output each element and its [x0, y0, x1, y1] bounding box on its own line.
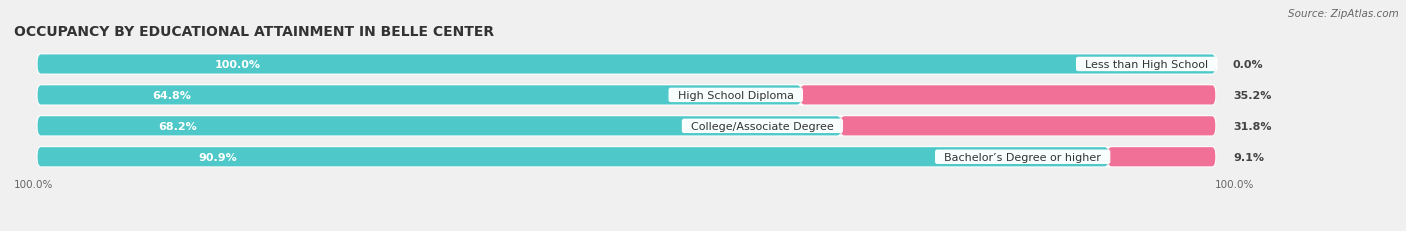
Text: 35.2%: 35.2% [1233, 91, 1271, 100]
Text: 0.0%: 0.0% [1233, 60, 1264, 70]
Text: 64.8%: 64.8% [152, 91, 191, 100]
Text: 100.0%: 100.0% [214, 60, 260, 70]
Text: 100.0%: 100.0% [1215, 179, 1254, 189]
Text: 90.9%: 90.9% [198, 152, 238, 162]
FancyBboxPatch shape [38, 55, 1215, 74]
FancyBboxPatch shape [801, 86, 1215, 105]
FancyBboxPatch shape [38, 55, 1215, 74]
Text: Source: ZipAtlas.com: Source: ZipAtlas.com [1288, 9, 1399, 19]
Text: High School Diploma: High School Diploma [671, 91, 801, 100]
Text: Less than High School: Less than High School [1078, 60, 1215, 70]
FancyBboxPatch shape [38, 117, 841, 136]
FancyBboxPatch shape [38, 86, 801, 105]
Text: 68.2%: 68.2% [157, 121, 197, 131]
FancyBboxPatch shape [38, 148, 1108, 167]
FancyBboxPatch shape [38, 148, 1215, 167]
Text: 9.1%: 9.1% [1233, 152, 1264, 162]
Text: OCCUPANCY BY EDUCATIONAL ATTAINMENT IN BELLE CENTER: OCCUPANCY BY EDUCATIONAL ATTAINMENT IN B… [14, 24, 494, 39]
Text: 100.0%: 100.0% [14, 179, 53, 189]
FancyBboxPatch shape [38, 117, 1215, 136]
Text: Bachelor’s Degree or higher: Bachelor’s Degree or higher [938, 152, 1108, 162]
FancyBboxPatch shape [841, 117, 1215, 136]
Text: 31.8%: 31.8% [1233, 121, 1271, 131]
Text: College/Associate Degree: College/Associate Degree [685, 121, 841, 131]
FancyBboxPatch shape [38, 86, 1215, 105]
FancyBboxPatch shape [1108, 148, 1215, 167]
